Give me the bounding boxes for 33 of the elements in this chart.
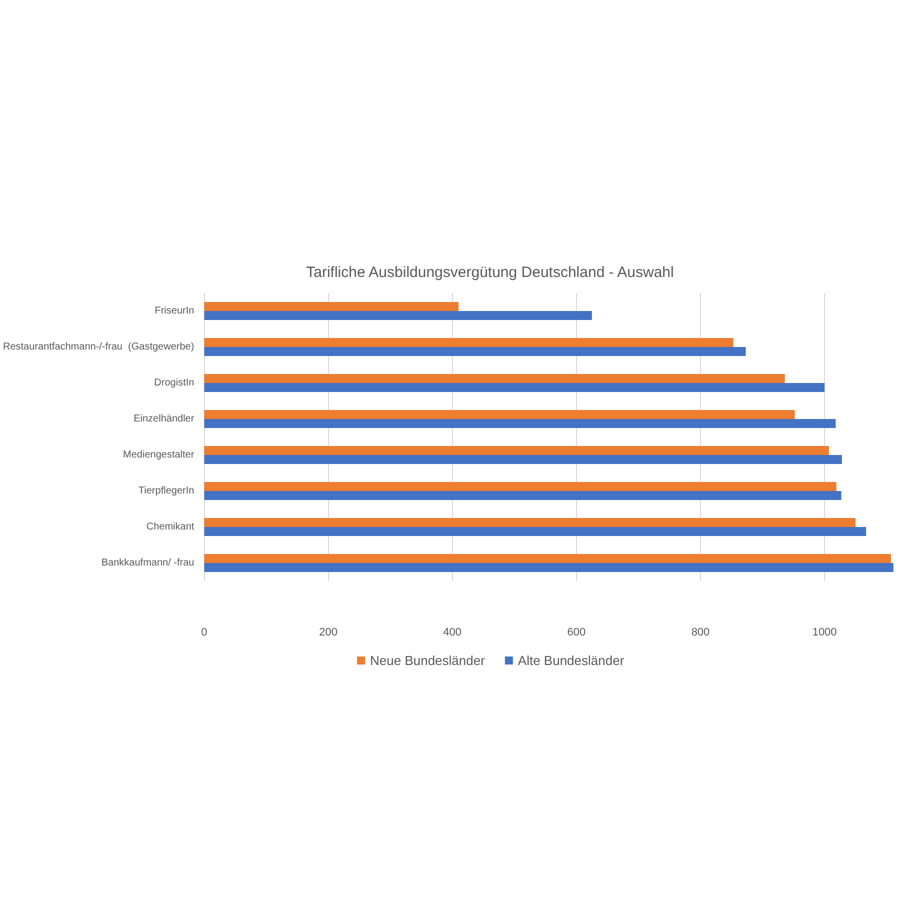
x-tick-label: 0	[201, 626, 208, 638]
bar	[204, 338, 734, 347]
x-tick-label: 600	[567, 626, 586, 638]
y-tick-label: Chemikant	[146, 522, 194, 532]
x-tick-label: 200	[319, 626, 338, 638]
legend-label: Neue Bundesländer	[370, 653, 486, 668]
bar	[204, 554, 891, 563]
x-tick-label: 800	[691, 626, 710, 638]
bar	[204, 527, 866, 536]
bar	[204, 383, 825, 392]
y-tick-label: Einzelhändler	[134, 414, 195, 424]
bar	[204, 347, 746, 356]
legend-label: Alte Bundesländer	[518, 653, 625, 668]
y-tick-label: Restaurantfachmann-/-frau (Gastgewerbe)	[2, 342, 194, 352]
bar	[204, 410, 795, 419]
bar	[204, 518, 856, 527]
chart-title: Tarifliche Ausbildungsvergütung Deutschland - Auswahl	[306, 264, 674, 281]
bar	[204, 482, 836, 491]
bar	[204, 419, 836, 428]
y-tick-label: TierpflegerIn	[138, 486, 194, 496]
y-tick-label: Mediengestalter	[123, 450, 195, 460]
y-tick-label: FriseurIn	[154, 306, 194, 316]
bar	[204, 563, 894, 572]
x-tick-label: 400	[443, 626, 462, 638]
bar	[204, 491, 842, 500]
bar	[204, 302, 459, 311]
bar	[204, 311, 592, 320]
bar	[204, 374, 785, 383]
y-tick-label: Bankkaufmann/ -frau	[101, 558, 194, 568]
x-tick-label: 1000	[812, 626, 837, 638]
y-tick-label: DrogistIn	[154, 378, 194, 388]
bar	[204, 446, 829, 455]
bar	[204, 455, 842, 464]
